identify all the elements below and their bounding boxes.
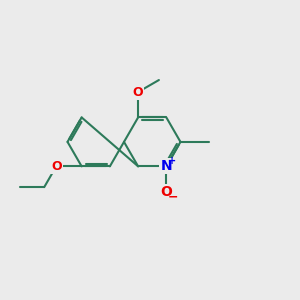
Text: O: O bbox=[160, 185, 172, 199]
Text: +: + bbox=[168, 156, 176, 166]
Text: O: O bbox=[51, 160, 62, 173]
Text: O: O bbox=[133, 85, 143, 98]
Text: −: − bbox=[168, 190, 178, 204]
Text: N: N bbox=[160, 159, 172, 173]
